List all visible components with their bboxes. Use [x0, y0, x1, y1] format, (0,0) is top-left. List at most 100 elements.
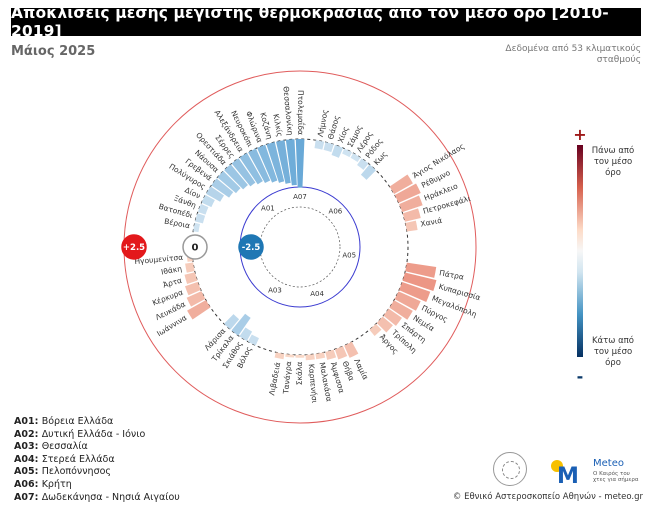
bar-Κέρκυρα	[184, 281, 201, 296]
bar-Βέροια	[193, 222, 201, 233]
region-label-A03: A03	[268, 286, 282, 294]
scale-marker-label: 0	[192, 243, 199, 254]
station-label: Πάτρα	[439, 268, 465, 281]
colorbar-label-line: όρο	[605, 357, 621, 368]
station-label: Καρπενήσι	[307, 363, 320, 404]
bars-layer	[184, 138, 437, 361]
bar-Λήμνος	[314, 140, 325, 150]
bar-Άργος	[369, 323, 382, 336]
bar-Σέρρες	[231, 158, 256, 187]
bar-Βόλος	[247, 334, 259, 346]
region-legend-row: A05: Πελοπόννησος	[14, 466, 180, 479]
bar-Νευροκόπι	[248, 148, 271, 184]
chart-title: Αποκλίσεις μέσης μέγιστης θερμοκρασίας α…	[11, 4, 641, 40]
colorbar-label-line: όρο	[605, 167, 621, 178]
bar-Ορεστιάδα	[224, 164, 248, 190]
region-code: A03:	[14, 441, 42, 453]
bar-Σπάρτη	[383, 308, 402, 326]
chart-subtitle: Μάιος 2025	[11, 44, 96, 59]
bar-Θεσσαλονίκη	[285, 139, 297, 186]
region-name: Δυτική Ελλάδα - Ιόνιο	[41, 428, 146, 440]
region-label-A05: A05	[342, 252, 356, 260]
region-name: Δωδεκάνησα - Νησιά Αιγαίου	[41, 491, 180, 503]
bar-Καρπενήσι	[305, 354, 315, 361]
bar-Τανάγρα	[285, 354, 295, 358]
bar-Θάσος	[323, 142, 334, 153]
bar-Κυπαρισσία	[402, 272, 437, 291]
bar-Γρεβενά	[211, 178, 234, 198]
bar-Μεγαλόπολη	[399, 282, 431, 302]
bar-Νάουσα	[217, 171, 241, 194]
scale-marker-circle	[238, 234, 264, 260]
region-code: A04:	[14, 453, 42, 465]
bar-Σκιάθος	[239, 327, 253, 341]
meteo-logo: M Meteo Ο Καιρός του χτες για σήμερα	[547, 452, 642, 488]
bar-Χανιά	[405, 220, 418, 232]
scale-markers: +2.5 0 -2.5	[121, 234, 264, 260]
observatory-logo	[493, 452, 527, 486]
copyright-note: © Εθνικό Αστεροσκοπείο Αθηνών - meteo.gr	[452, 492, 643, 502]
bar-Ξάνθη	[197, 203, 209, 215]
bar-Λευκάδα	[186, 291, 206, 307]
regions-legend: A01: Βόρεια Ελλάδα A02: Δυτική Ελλάδα - Ι…	[14, 416, 180, 504]
colorbar-label-line: Κάτω από	[592, 335, 634, 346]
bar-Άμφισσα	[325, 349, 337, 360]
region-legend-row: A03: Θεσσαλία	[14, 441, 180, 454]
station-label: Πτολεμαΐδα	[296, 90, 305, 135]
bar-Κιλκίς	[276, 140, 291, 184]
station-label: Σκάλα	[295, 362, 304, 386]
region-code: A02:	[14, 428, 42, 440]
region-legend-row: A01: Βόρεια Ελλάδα	[14, 416, 180, 429]
region-name: Κρήτη	[41, 478, 72, 490]
bar-Ρόδος	[357, 158, 369, 170]
scale-marker-circle	[121, 234, 147, 260]
region-name: Θεσσαλία	[41, 441, 88, 453]
region-label-A01: A01	[261, 205, 275, 213]
bar-Ιθάκη	[185, 262, 195, 273]
bar-Πάτρα	[405, 262, 437, 278]
bar-Πύργος	[394, 291, 421, 311]
bar-Πολύγυρος	[206, 186, 225, 202]
region-label-A07: A07	[293, 193, 307, 201]
region-name: Στερεά Ελλάδα	[41, 453, 115, 465]
bar-Δίον	[201, 194, 215, 208]
region-code: A05:	[14, 466, 42, 478]
bar-Λάρισα	[224, 314, 240, 330]
bar-Πετροκεφάλι	[402, 208, 421, 222]
bar-Λέρος	[350, 153, 361, 163]
scale-marker-label: +2.5	[123, 243, 145, 253]
bar-Σκάλα	[295, 354, 305, 358]
bar-Άγιος Νικόλαος	[389, 174, 413, 194]
colorbar-label-line: τον μέσο	[594, 346, 632, 357]
region-code: A06:	[14, 478, 42, 490]
bar-Βατοπέδι	[195, 213, 206, 224]
station-label: Ιθάκη	[160, 264, 182, 277]
bar-Τρίπολη	[376, 316, 393, 333]
region-name: Πελοπόννησος	[41, 466, 111, 478]
bar-Λιβαδειά	[274, 352, 285, 360]
colorbar-plus: +	[573, 125, 586, 144]
bar-Ηράκλειο	[399, 195, 423, 213]
region-legend-row: A06: Κρήτη	[14, 479, 180, 492]
meteo-tagline: Ο Καιρός του χτες για σήμερα	[593, 471, 639, 483]
bar-Φλώρινα	[257, 144, 278, 183]
bar-Χίος	[331, 144, 344, 158]
region-code: A07:	[14, 491, 42, 503]
station-label: Ηγουμενίτσα	[134, 253, 183, 266]
station-label: Θεσσαλονίκη	[281, 86, 294, 136]
bar-Κοζάνη	[266, 141, 285, 183]
region-label-A06: A06	[329, 208, 343, 216]
station-label: Λιβαδειά	[267, 361, 282, 396]
bar-Κως	[360, 164, 376, 180]
colorbar-label-line: Πάνω από	[592, 145, 634, 156]
bar-Θήβα	[334, 346, 348, 360]
sun-icon	[551, 460, 563, 472]
region-ring	[259, 206, 341, 288]
bar-Ρέθυμνο	[394, 183, 421, 203]
bar-Νεμέα	[389, 300, 413, 320]
meteo-wordmark: Meteo	[593, 458, 624, 469]
station-label: Τανάγρα	[281, 361, 293, 396]
bar-Πτολεμαΐδα	[295, 138, 305, 188]
